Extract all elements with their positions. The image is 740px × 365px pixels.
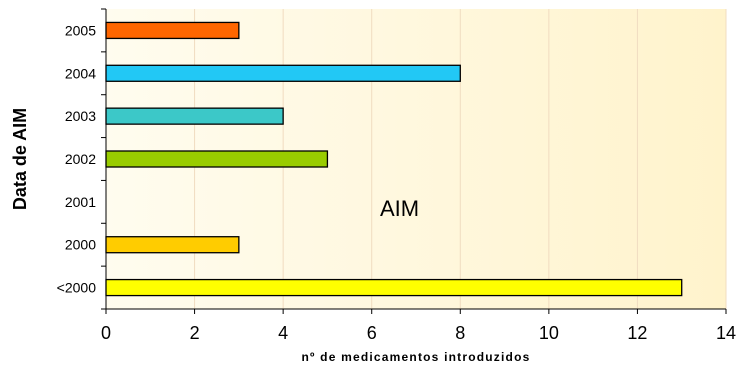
bar-lt2000 (105, 278, 683, 297)
annotation-aim: AIM (380, 196, 419, 221)
x-tick-label: 14 (716, 323, 736, 343)
x-axis-label: nº de medicamentos introduzidos (302, 350, 531, 364)
x-tick-label: 10 (539, 323, 559, 343)
x-tick-label: 2 (190, 323, 200, 343)
x-tick-label: 8 (455, 323, 465, 343)
bar-2000 (105, 236, 240, 254)
y-tick-label: 2003 (65, 108, 96, 124)
y-tick-label: 2005 (65, 22, 96, 38)
y-axis-label: Data de AIM (10, 108, 30, 210)
y-tick-labels: 2005 2004 2003 2002 2001 2000 <2000 (57, 8, 106, 310)
bars (105, 21, 683, 297)
y-tick-label: 2000 (65, 237, 96, 253)
y-tick-label: 2002 (65, 151, 96, 167)
x-tick-label: 4 (278, 323, 288, 343)
bar-2003 (105, 107, 284, 125)
x-tick-label: 12 (627, 323, 647, 343)
bar-2005 (105, 21, 240, 40)
bar-2002 (105, 150, 329, 168)
y-tick-label: <2000 (57, 280, 97, 296)
y-tick-label: 2001 (65, 194, 96, 210)
y-tick-label: 2004 (65, 65, 96, 81)
bar-2004 (105, 64, 461, 82)
x-tick-label: 6 (367, 323, 377, 343)
x-tick-label: 0 (101, 323, 111, 343)
x-tick-labels: 0 2 4 6 8 10 12 14 (101, 309, 736, 343)
